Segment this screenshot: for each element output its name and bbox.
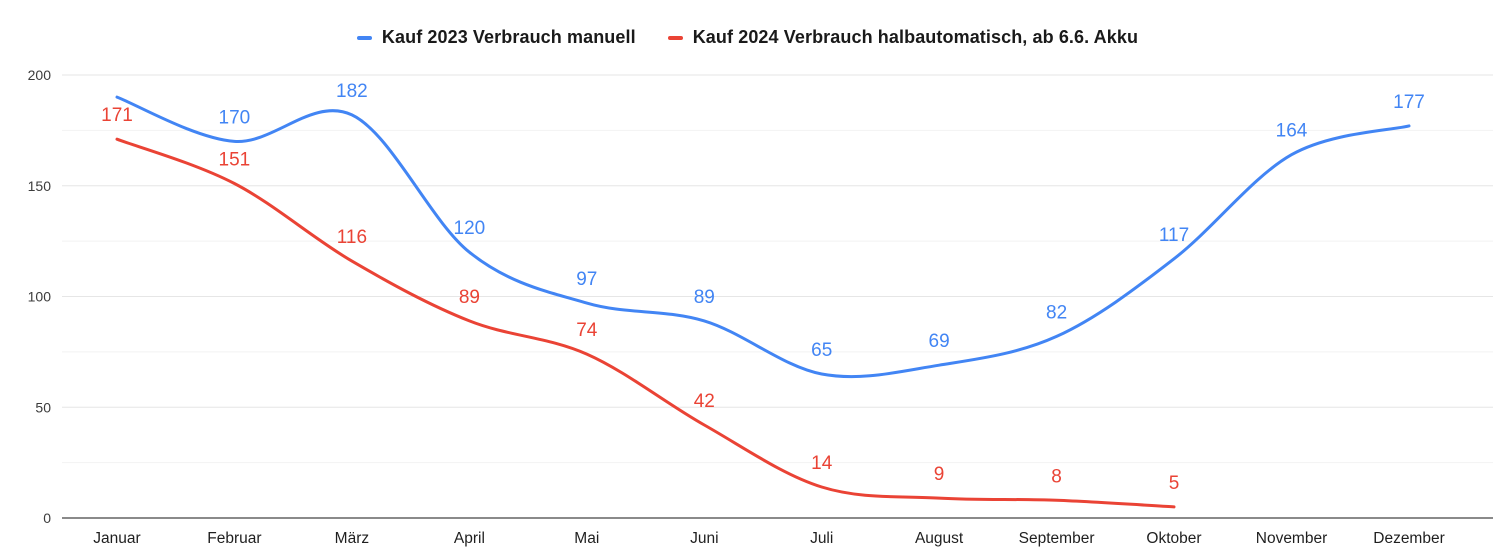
legend-label-kauf-2024: Kauf 2024 Verbrauch halbautomatisch, ab … xyxy=(692,27,1139,47)
series-line-0 xyxy=(115,95,1411,379)
data-label-series-1: 8 xyxy=(1051,466,1062,487)
y-axis-tick-label: 200 xyxy=(28,67,52,83)
x-axis-label: März xyxy=(335,530,369,547)
x-axis-label: August xyxy=(915,530,964,547)
data-label-series-1: 116 xyxy=(337,227,367,248)
data-label-series-0: 164 xyxy=(1276,121,1308,142)
x-axis-label: Oktober xyxy=(1146,530,1201,547)
legend-item-kauf-2023: Kauf 2023 Verbrauch manuell xyxy=(356,27,636,48)
data-label-series-0: 170 xyxy=(219,107,251,128)
data-label-series-1: 14 xyxy=(811,453,833,474)
data-label-series-1: 5 xyxy=(1169,473,1180,494)
legend-item-kauf-2024: Kauf 2024 Verbrauch halbautomatisch, ab … xyxy=(667,27,1139,48)
x-axis-label: September xyxy=(1019,530,1095,547)
data-label-series-0: 97 xyxy=(576,269,597,290)
data-label-series-1: 151 xyxy=(219,150,251,171)
x-axis-label: November xyxy=(1256,530,1328,547)
data-label-series-0: 117 xyxy=(1159,225,1189,246)
legend-marker-blue-icon xyxy=(356,35,372,40)
legend-label-kauf-2023: Kauf 2023 Verbrauch manuell xyxy=(381,27,636,47)
x-axis-label: April xyxy=(454,530,485,547)
y-axis-tick-label: 50 xyxy=(35,399,51,415)
x-axis-label: Januar xyxy=(93,530,140,547)
data-label-series-0: 82 xyxy=(1046,302,1067,323)
y-axis-tick-label: 100 xyxy=(28,289,52,305)
data-label-series-1: 89 xyxy=(459,287,480,308)
data-label-series-0: 177 xyxy=(1393,92,1425,113)
series-line-1 xyxy=(115,137,1176,509)
y-axis-tick-label: 150 xyxy=(28,178,52,194)
chart-legend: Kauf 2023 Verbrauch manuell Kauf 2024 Ve… xyxy=(0,27,1495,48)
data-label-series-0: 65 xyxy=(811,340,832,361)
x-axis-label: Juli xyxy=(810,530,833,547)
data-label-series-1: 171 xyxy=(101,105,133,126)
x-axis-label: Mai xyxy=(574,530,599,547)
y-axis-tick-label: 0 xyxy=(43,510,51,526)
data-label-series-0: 182 xyxy=(336,81,368,102)
data-label-series-1: 42 xyxy=(694,391,715,412)
data-label-series-0: 69 xyxy=(929,331,950,352)
x-axis-label: Dezember xyxy=(1373,530,1445,547)
legend-marker-red-icon xyxy=(667,35,683,40)
x-axis-label: Februar xyxy=(207,530,261,547)
data-label-series-1: 9 xyxy=(934,464,945,485)
data-label-series-0: 89 xyxy=(694,287,715,308)
x-axis-label: Juni xyxy=(690,530,718,547)
data-label-series-0: 120 xyxy=(454,218,486,239)
data-label-series-1: 74 xyxy=(576,320,598,341)
